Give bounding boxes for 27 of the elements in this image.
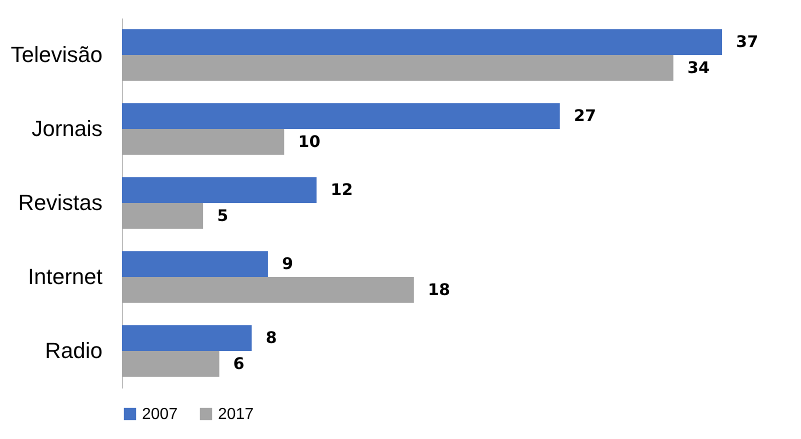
data-label: 5 — [217, 206, 228, 225]
data-label: 27 — [574, 106, 596, 126]
y-tick-label: Jornais — [32, 116, 102, 141]
data-label: 6 — [233, 354, 244, 373]
bar — [122, 277, 414, 303]
bar — [122, 55, 674, 81]
bar — [122, 203, 204, 229]
bar — [122, 351, 220, 377]
data-label: 10 — [298, 132, 320, 151]
data-label: 34 — [687, 58, 710, 77]
y-tick-label: Revistas — [18, 190, 102, 215]
data-label: 12 — [330, 180, 353, 200]
bar — [122, 325, 252, 351]
y-tick-label: Televisão — [10, 42, 102, 67]
data-label: 37 — [736, 32, 758, 52]
data-label: 8 — [266, 328, 277, 348]
bar — [122, 129, 284, 155]
bar — [122, 103, 560, 129]
bar — [122, 29, 722, 55]
legend-label: 2007 — [142, 406, 178, 423]
bar — [122, 177, 317, 203]
data-label: 18 — [428, 280, 450, 299]
data-label: 9 — [282, 254, 294, 274]
y-tick-label: Internet — [28, 264, 102, 289]
bar — [122, 251, 268, 277]
y-tick-label: Radio — [45, 338, 102, 363]
legend-label: 2017 — [218, 406, 254, 423]
